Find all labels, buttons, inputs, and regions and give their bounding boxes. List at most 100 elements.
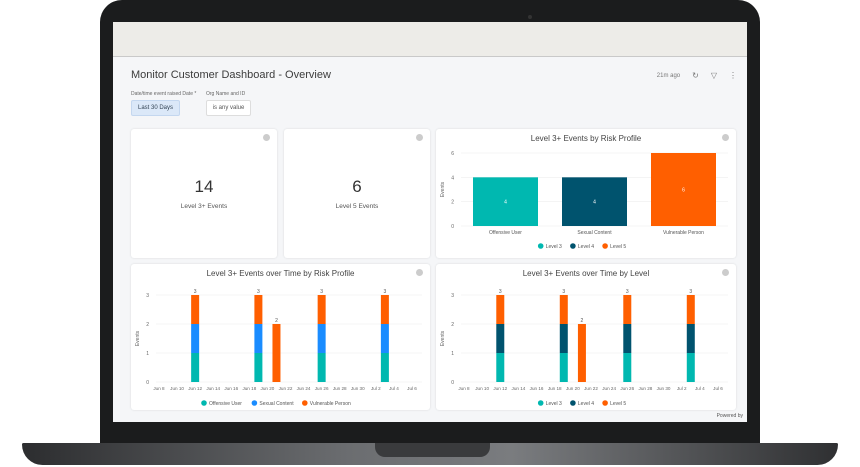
bar-segment (254, 295, 263, 324)
bar-segment (623, 295, 632, 324)
y-tick-label: 1 (146, 351, 149, 357)
y-tick-label: 0 (146, 380, 149, 386)
globe-icon[interactable] (416, 134, 423, 141)
legend-label: Level 5 (610, 401, 626, 407)
bar-segment (254, 353, 263, 382)
bar-total-label: 2 (581, 318, 584, 324)
bar-total-label: 3 (562, 289, 565, 295)
x-tick-label: Jun 18 (548, 386, 562, 391)
bar-segment (380, 295, 389, 324)
bar-segment (317, 324, 326, 353)
bar-total-label: 3 (384, 289, 387, 295)
org-filter-button[interactable]: is any value (206, 100, 251, 116)
x-category-label: Sexual Content (577, 230, 612, 236)
y-axis-label: Events (135, 330, 141, 346)
bar-segment (559, 353, 568, 382)
x-tick-label: Jul 6 (713, 386, 723, 391)
chart-svg: Events 0 2 4 6 Offensive User Sexual Content Vu… (440, 151, 728, 250)
x-tick-label: Jun 12 (493, 386, 507, 391)
x-tick-label: Jun 28 (639, 386, 653, 391)
y-tick-label: 2 (146, 322, 149, 328)
last-updated: 21m ago (656, 72, 681, 79)
legend-swatch (602, 243, 608, 249)
kpi-value: 14 (194, 177, 214, 196)
x-tick-label: Jun 30 (351, 386, 365, 391)
y-tick-label: 2 (451, 200, 454, 206)
y-tick-label: 4 (451, 175, 454, 181)
bar-total-label: 3 (689, 289, 692, 295)
more-vert-icon[interactable]: ⋮ (729, 71, 737, 80)
legend-swatch (570, 400, 576, 406)
refresh-icon[interactable]: ↻ (692, 71, 699, 80)
y-tick-label: 1 (451, 351, 454, 357)
bar-segment (317, 295, 326, 324)
x-tick-label: Jun 18 (242, 386, 256, 391)
x-tick-label: Jun 24 (297, 386, 311, 391)
x-tick-label: Jun 12 (188, 386, 202, 391)
bar-total-label: 3 (194, 289, 197, 295)
kpi-value: 6 (352, 177, 362, 196)
legend-label: Sexual Content (259, 401, 294, 407)
legend-swatch (201, 400, 207, 406)
bar-segment (191, 324, 200, 353)
info-icon[interactable] (722, 269, 729, 276)
bar-segment (496, 324, 505, 353)
bar-value-label: 4 (593, 200, 596, 206)
legend-swatch (570, 243, 576, 249)
kpi-tile-level5: 6 Level 5 Events (284, 129, 430, 258)
x-tick-label: Jul 4 (389, 386, 399, 391)
date-filter-button[interactable]: Last 30 Days (131, 100, 180, 116)
x-tick-label: Jul 6 (407, 386, 417, 391)
chart-events-over-time-by-level: Level 3+ Events over Time by Level Event… (436, 264, 736, 410)
bar-segment (623, 353, 632, 382)
bar-total-label: 3 (320, 289, 323, 295)
legend-swatch (537, 243, 544, 249)
x-category-label: Offensive User (489, 230, 522, 236)
legend-swatch (602, 400, 608, 406)
chart-title: Level 3+ Events over Time by Level (522, 269, 650, 278)
y-axis-label: Events (440, 181, 446, 197)
legend-swatch (251, 400, 258, 406)
bar-segment (191, 353, 200, 382)
legend-label: Level 4 (578, 244, 594, 250)
y-tick-label: 6 (451, 151, 454, 157)
legend-swatch (537, 400, 544, 406)
y-tick-label: 0 (451, 380, 454, 386)
x-category-label: Vulnerable Person (663, 230, 704, 236)
bar-segment (496, 295, 505, 324)
legend-label: Level 3 (546, 244, 562, 250)
x-tick-label: Jun 14 (206, 386, 220, 391)
x-tick-label: Jun 26 (620, 386, 634, 391)
info-icon[interactable] (263, 134, 270, 141)
legend-label: Level 3 (546, 401, 562, 407)
y-tick-label: 3 (451, 293, 454, 299)
bar-segment (651, 153, 716, 226)
bar-value-label: 6 (682, 188, 685, 194)
laptop-base (22, 443, 838, 465)
bar-value-label: 4 (504, 200, 507, 206)
chart-events-over-time-by-risk: Level 3+ Events over Time by Risk Profil… (131, 264, 430, 410)
legend-label: Level 5 (610, 244, 626, 250)
x-tick-label: Jun 20 (566, 386, 580, 391)
bar-segment (686, 353, 695, 382)
x-tick-label: Jul 2 (371, 386, 381, 391)
bar-segment (380, 353, 389, 382)
info-icon[interactable] (722, 134, 729, 141)
laptop-notch (375, 443, 490, 457)
browser-bar (113, 22, 747, 57)
x-tick-label: Jul 4 (695, 386, 705, 391)
bar-segment (562, 177, 627, 226)
bar-total-label: 3 (626, 289, 629, 295)
bar-total-label: 3 (257, 289, 260, 295)
bar-segment (577, 324, 586, 382)
filter-icon[interactable]: ▽ (710, 71, 717, 80)
x-tick-label: Jun 22 (584, 386, 598, 391)
bar-segment (496, 353, 505, 382)
chart-svg: Events 0 1 2 3 Jun 8 Jun 10 Jun 12 Jun 14 Jun 16 J… (440, 289, 728, 407)
info-icon[interactable] (416, 269, 423, 276)
bar-segment (317, 353, 326, 382)
powered-by: Powered by (716, 413, 743, 419)
legend-label: Vulnerable Person (310, 401, 351, 407)
org-filter-label: Org Name and ID (206, 91, 246, 97)
x-tick-label: Jun 26 (315, 386, 329, 391)
